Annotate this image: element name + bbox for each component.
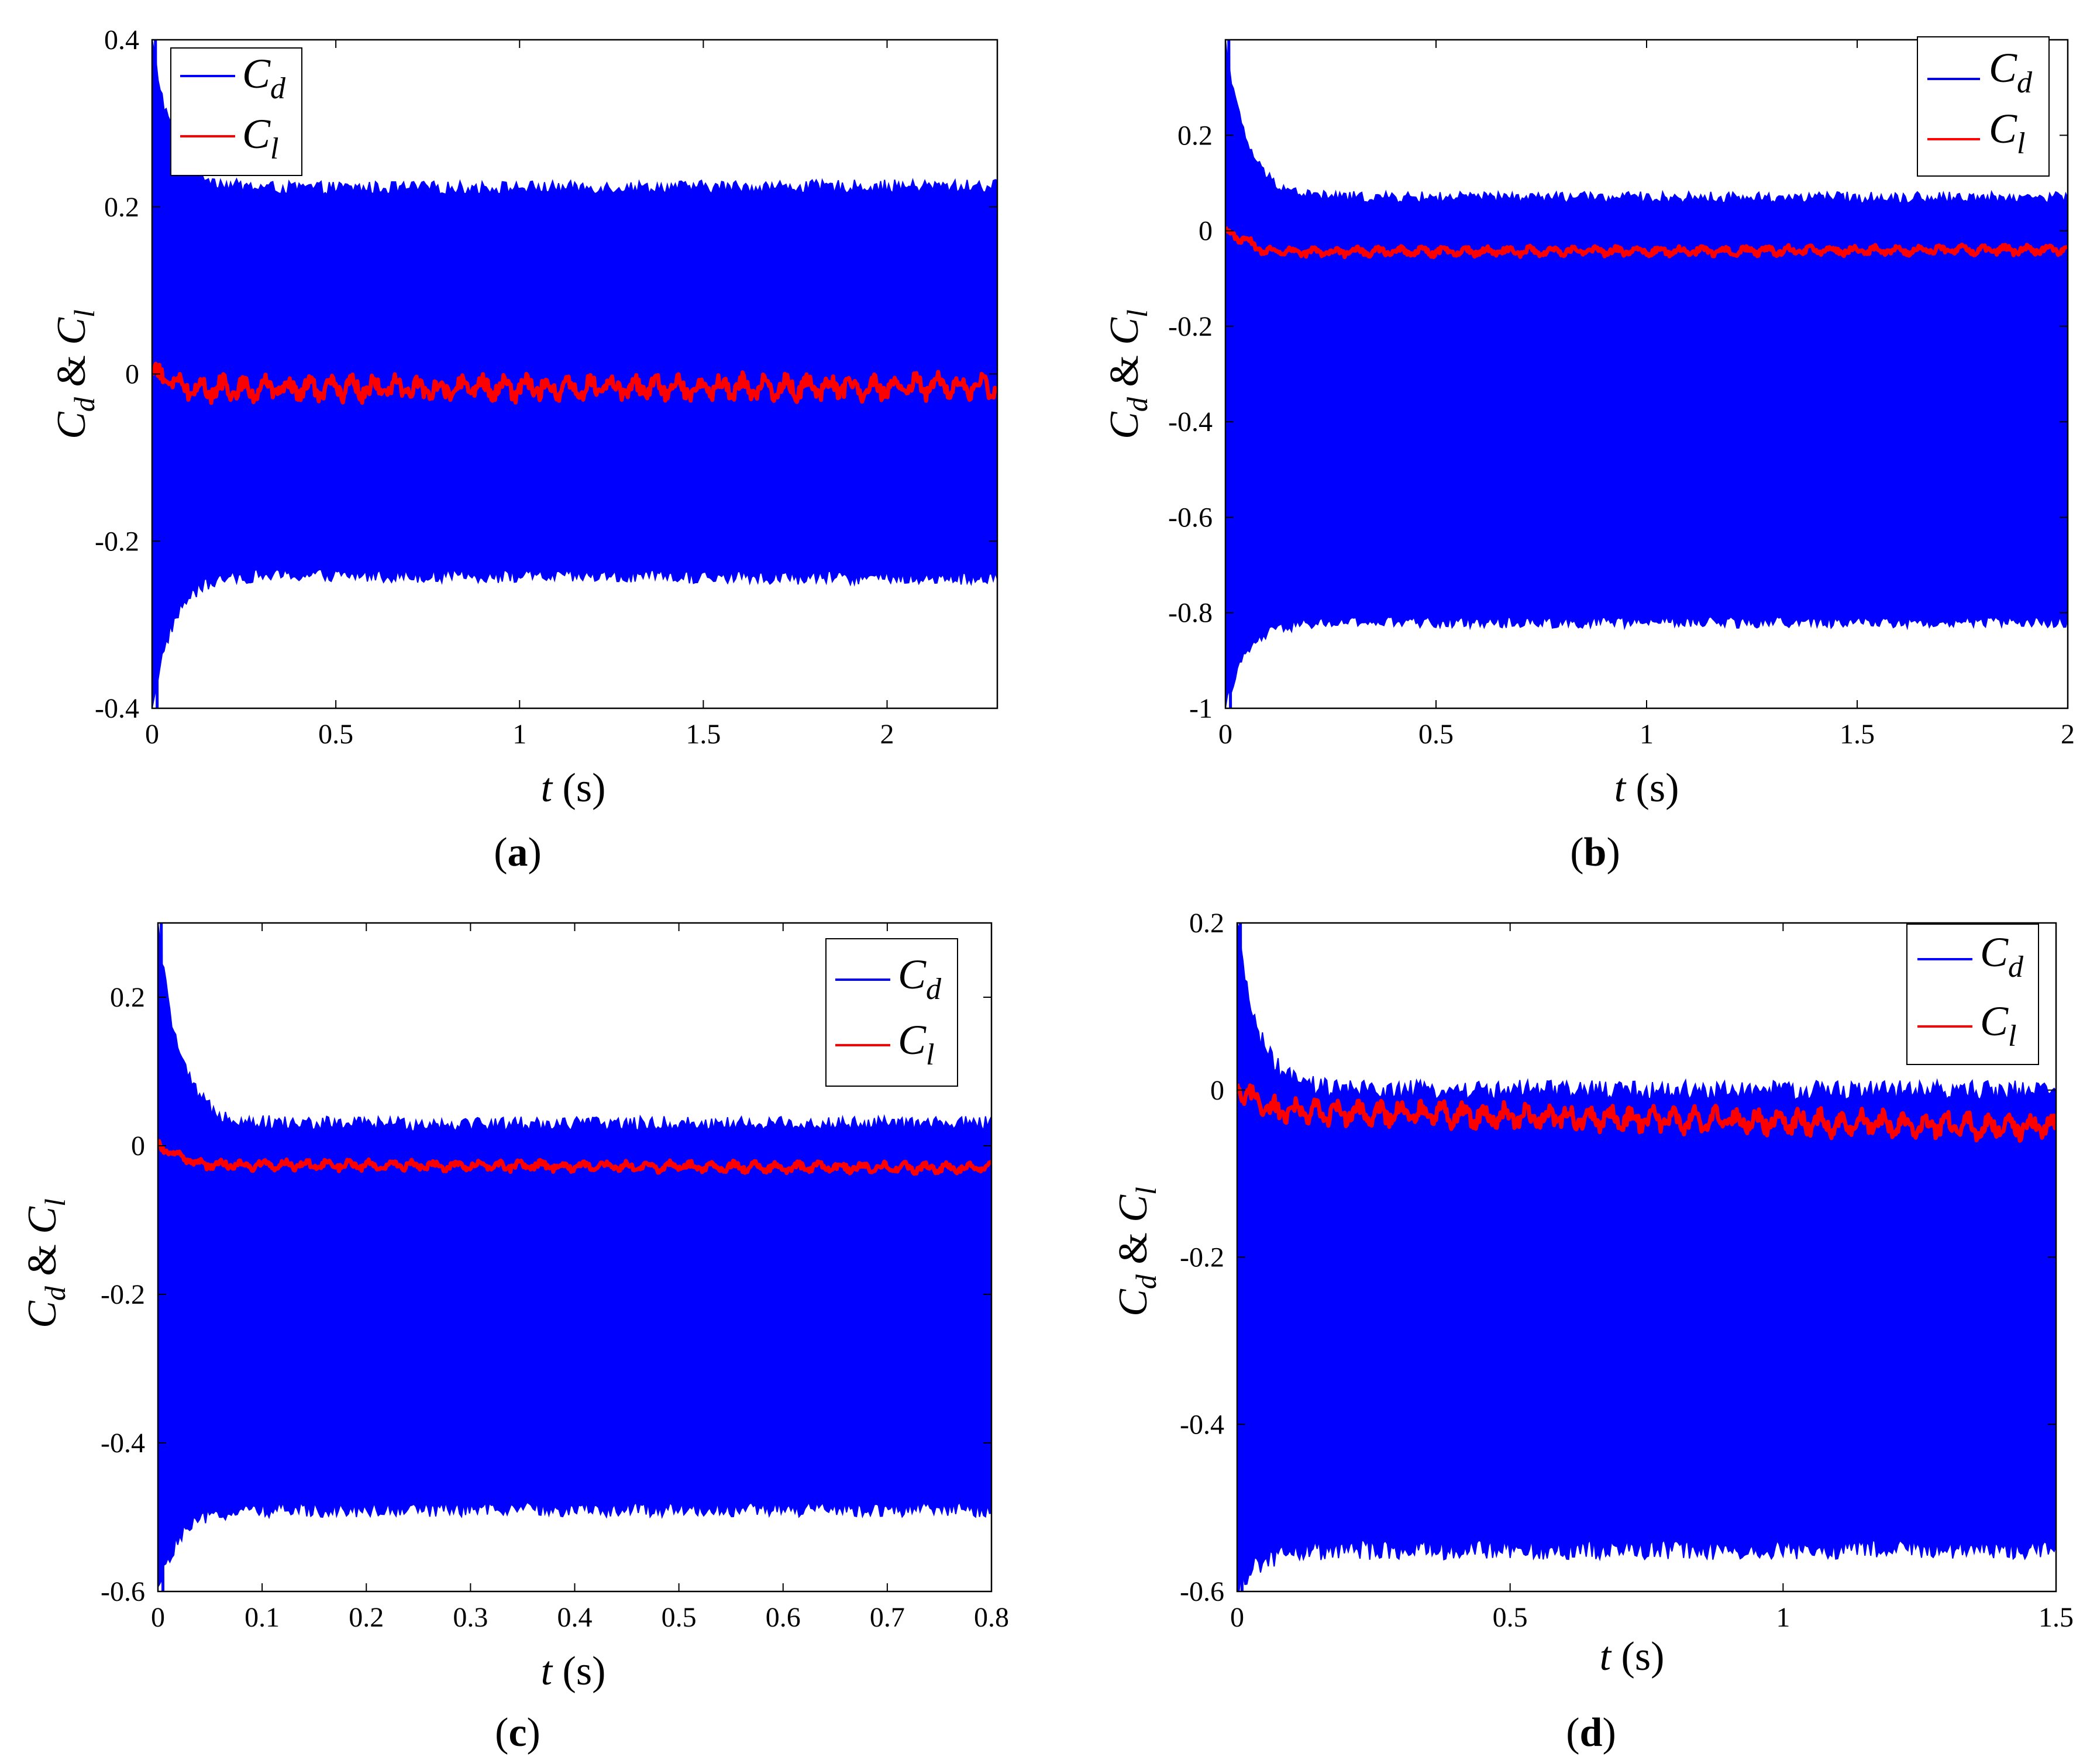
legend-cl-label-c: Cl: [898, 1017, 934, 1072]
x-tick-label: 2: [880, 719, 894, 750]
x-axis-label-a: t (s): [541, 766, 606, 811]
legend-a: Cd Cl: [170, 47, 302, 176]
x-axis-label-b: t (s): [1614, 766, 1679, 811]
x-axis-label-c: t (s): [541, 1649, 606, 1694]
y-tick-label: -0.6: [101, 1576, 145, 1607]
y-tick-label: -0.6: [1168, 502, 1213, 533]
y-tick-label: 0: [125, 359, 139, 390]
legend-c: Cd Cl: [825, 938, 958, 1087]
series-cl-c: [158, 1139, 991, 1176]
x-tick-label: 0.2: [349, 1602, 384, 1633]
y-axis-label-c: Cd & Cl: [20, 1198, 71, 1328]
legend-box-d: [1906, 924, 2039, 1065]
series-cd-d: [1237, 923, 2056, 1591]
x-tick-label: 0.7: [870, 1602, 905, 1633]
x-tick-label: 0.3: [453, 1602, 488, 1633]
series-cd-c: [158, 923, 991, 1589]
y-tick-label: -0.2: [95, 526, 139, 557]
x-tick-label: 1.5: [1840, 719, 1875, 750]
x-tick-label: 0: [1218, 719, 1232, 750]
legend-cl-label-d: Cl: [1980, 998, 2016, 1053]
x-tick-label: 0: [1230, 1602, 1244, 1633]
ticks-c: 0 0.1 0.2 0.3 0.4 0.5 0.6 0.7 0.8 -0.6 -0.4 -0.2 0 0.…: [101, 923, 1009, 1633]
x-tick-label: 0.4: [557, 1602, 593, 1633]
y-tick-label: -0.4: [95, 693, 139, 724]
y-tick-label: -1: [1189, 693, 1213, 724]
x-tick-label: 0.1: [245, 1602, 280, 1633]
x-tick-label: 0: [145, 719, 159, 750]
x-tick-label: 0: [151, 1602, 165, 1633]
x-axis-label-d: t (s): [1600, 1634, 1665, 1679]
x-tick-label: 1.5: [2039, 1602, 2074, 1633]
plot-area-b: [1225, 40, 2068, 708]
x-tick-label: 1: [1640, 719, 1654, 750]
legend-box-b: [1917, 36, 2050, 177]
panel-label-c: (c): [495, 1710, 540, 1755]
panel-d: 0 0.5 1 1.5 -0.6 -0.4 -0.2 0 0.2 Cd Cl Cd & Cl t…: [1111, 908, 2074, 1755]
legend-cd-label-a: Cd: [242, 50, 286, 105]
panel-label-d: (d): [1566, 1710, 1616, 1755]
series-cl-b: [1225, 226, 2068, 260]
legend-box-c: [825, 938, 958, 1087]
y-tick-label: 0: [1199, 216, 1213, 247]
y-tick-label: -0.4: [101, 1428, 145, 1459]
plot-area-c: [158, 923, 991, 1591]
y-tick-label: -0.6: [1180, 1576, 1224, 1607]
y-tick-label: -0.4: [1180, 1409, 1224, 1440]
x-tick-label: 0.5: [318, 719, 353, 750]
plot-area-d: [1237, 923, 2056, 1591]
plot-area-a: [152, 40, 997, 708]
y-tick-label: -0.2: [1180, 1242, 1224, 1273]
series-cd-b: [1225, 40, 2068, 708]
y-tick-label: -0.2: [1168, 311, 1213, 342]
panel-c: 0 0.1 0.2 0.3 0.4 0.5 0.6 0.7 0.8 -0.6 -0.4 -0.2 0 0.…: [20, 922, 1009, 1755]
panel-a: 0 0.5 1 1.5 2 -0.4 -0.2 0 0.2 0.4 Cd Cl Cd & Cl t…: [49, 25, 998, 875]
series-cl-a: [152, 361, 997, 405]
legend-cd-label-d: Cd: [1980, 929, 2024, 984]
y-tick-label: 0.4: [104, 25, 139, 56]
x-tick-label: 1: [512, 719, 526, 750]
y-axis-label-b: Cd & Cl: [1102, 309, 1153, 439]
x-tick-label: 0.6: [766, 1602, 801, 1633]
series-cd-a: [152, 40, 997, 708]
ticks-b: 0 0.5 1 1.5 2 -1 -0.8 -0.6 -0.4 -0.2 0 0.2: [1168, 40, 2075, 750]
legend-cd-label-b: Cd: [1989, 44, 2033, 99]
y-tick-label: 0: [1210, 1075, 1224, 1106]
legend-cl-label-b: Cl: [1989, 105, 2025, 160]
legend-b: Cd Cl: [1917, 36, 2050, 177]
legend-d: Cd Cl: [1906, 924, 2039, 1065]
y-tick-label: -0.8: [1168, 598, 1213, 629]
y-axis-label-d: Cd & Cl: [1111, 1187, 1162, 1317]
legend-cd-label-c: Cd: [898, 951, 942, 1006]
y-tick-label: 0.2: [110, 982, 145, 1013]
y-tick-label: -0.4: [1168, 406, 1213, 437]
panel-b: 0 0.5 1 1.5 2 -1 -0.8 -0.6 -0.4 -0.2 0 0.2 Cd Cl Cd…: [1102, 36, 2075, 875]
ticks-a: 0 0.5 1 1.5 2 -0.4 -0.2 0 0.2 0.4: [95, 25, 997, 750]
legend-box-a: [170, 47, 302, 176]
series-cl-d: [1237, 1083, 2056, 1143]
x-tick-label: 1: [1776, 1602, 1790, 1633]
y-tick-label: 0.2: [1189, 908, 1224, 939]
x-tick-label: 2: [2061, 719, 2075, 750]
panel-label-a: (a): [494, 830, 542, 875]
ticks-d: 0 0.5 1 1.5 -0.6 -0.4 -0.2 0 0.2: [1180, 908, 2074, 1633]
x-tick-label: 0.8: [974, 1602, 1009, 1633]
y-tick-label: 0.2: [1177, 120, 1213, 151]
legend-cl-label-a: Cl: [242, 111, 278, 166]
y-tick-label: 0.2: [104, 192, 139, 223]
series-cd-spike-c: [160, 923, 165, 1591]
y-axis-label-a: Cd & Cl: [49, 309, 101, 439]
panel-label-b: (b): [1570, 830, 1620, 875]
series-cd-spike-b: [1227, 40, 1232, 708]
y-tick-label: 0: [131, 1131, 145, 1162]
x-tick-label: 0.5: [1418, 719, 1454, 750]
y-tick-label: -0.2: [101, 1279, 145, 1310]
x-tick-label: 0.5: [662, 1602, 697, 1633]
x-tick-label: 1.5: [686, 719, 721, 750]
x-tick-label: 0.5: [1493, 1602, 1528, 1633]
